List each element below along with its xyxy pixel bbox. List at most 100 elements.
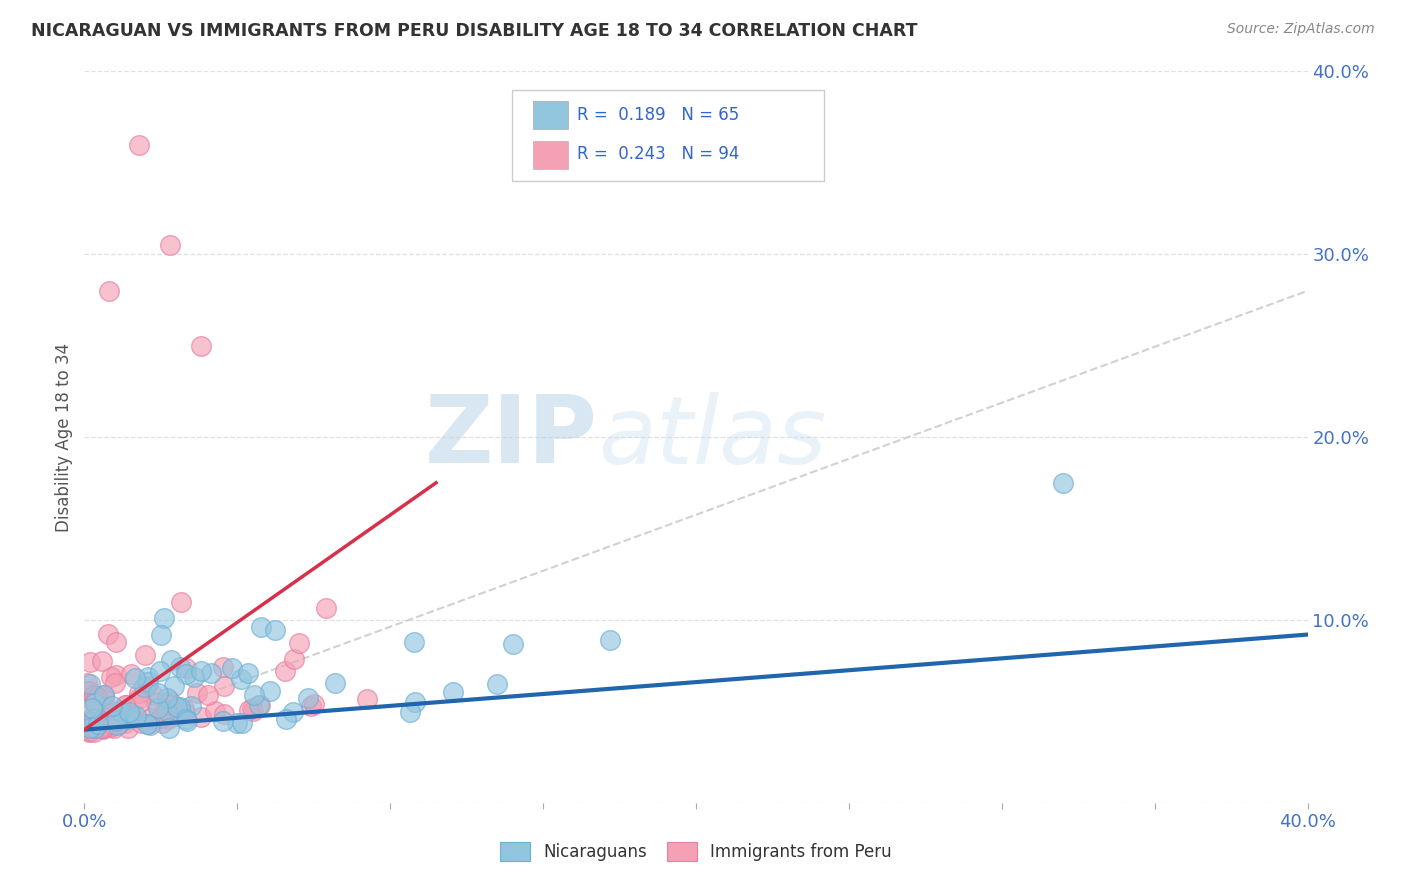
Point bbox=[114, 698, 136, 712]
Point bbox=[159, 238, 181, 252]
Point bbox=[79, 721, 101, 735]
Point bbox=[80, 701, 103, 715]
Point bbox=[89, 721, 111, 735]
FancyBboxPatch shape bbox=[533, 101, 568, 128]
Point bbox=[173, 702, 195, 716]
Point bbox=[128, 137, 150, 152]
Point bbox=[163, 680, 186, 694]
Point bbox=[221, 661, 243, 675]
Point bbox=[211, 714, 233, 728]
Point bbox=[91, 709, 114, 723]
Text: R =  0.243   N = 94: R = 0.243 N = 94 bbox=[578, 145, 740, 163]
Point bbox=[176, 667, 198, 681]
Point bbox=[174, 712, 197, 726]
Point bbox=[229, 673, 252, 687]
Point bbox=[231, 715, 253, 730]
Point bbox=[238, 703, 260, 717]
Point bbox=[190, 664, 212, 678]
Point bbox=[96, 699, 118, 714]
Point bbox=[176, 714, 198, 728]
Point bbox=[105, 718, 128, 732]
Point bbox=[120, 710, 142, 724]
Point bbox=[242, 704, 264, 718]
Point bbox=[197, 688, 219, 702]
Point bbox=[149, 628, 172, 642]
Point bbox=[101, 717, 124, 731]
Point bbox=[129, 715, 152, 730]
Point bbox=[152, 611, 174, 625]
Point bbox=[114, 698, 136, 712]
Point bbox=[136, 675, 159, 690]
Point bbox=[264, 623, 287, 637]
Point bbox=[173, 706, 195, 721]
Point bbox=[104, 675, 127, 690]
Point bbox=[93, 690, 115, 704]
Point bbox=[142, 688, 165, 702]
FancyBboxPatch shape bbox=[513, 90, 824, 181]
Point bbox=[243, 688, 266, 702]
Y-axis label: Disability Age 18 to 34: Disability Age 18 to 34 bbox=[55, 343, 73, 532]
Point bbox=[91, 714, 114, 728]
Point bbox=[159, 694, 181, 708]
Point bbox=[146, 701, 169, 715]
Point bbox=[204, 705, 226, 719]
Point bbox=[283, 652, 305, 666]
Point bbox=[288, 636, 311, 650]
Point bbox=[502, 637, 524, 651]
Point bbox=[77, 684, 100, 698]
Point bbox=[138, 670, 160, 684]
Point bbox=[250, 620, 273, 634]
Point bbox=[169, 594, 191, 608]
Point bbox=[249, 698, 271, 712]
Point bbox=[76, 676, 98, 690]
Point bbox=[153, 705, 176, 719]
Point bbox=[166, 699, 188, 714]
Point bbox=[79, 677, 101, 691]
Point bbox=[599, 632, 621, 647]
Point bbox=[281, 705, 304, 719]
Text: R =  0.189   N = 65: R = 0.189 N = 65 bbox=[578, 106, 740, 124]
Point bbox=[124, 671, 146, 685]
Point bbox=[356, 692, 378, 706]
Text: atlas: atlas bbox=[598, 392, 827, 483]
Point bbox=[315, 601, 337, 615]
Point bbox=[101, 718, 124, 732]
Point bbox=[238, 666, 260, 681]
Legend: Nicaraguans, Immigrants from Peru: Nicaraguans, Immigrants from Peru bbox=[494, 835, 898, 868]
Point bbox=[86, 717, 108, 731]
Point bbox=[83, 688, 105, 702]
Point bbox=[136, 717, 159, 731]
Point bbox=[273, 665, 295, 679]
Point bbox=[145, 696, 167, 710]
Point bbox=[104, 668, 127, 682]
Point bbox=[104, 714, 127, 728]
Point bbox=[117, 712, 139, 726]
Point bbox=[247, 698, 270, 712]
Point bbox=[134, 680, 156, 694]
Point bbox=[141, 710, 163, 724]
Point bbox=[103, 721, 125, 735]
Point bbox=[121, 707, 143, 722]
Point bbox=[97, 627, 120, 641]
Point bbox=[90, 719, 112, 733]
Point bbox=[299, 699, 322, 714]
Point bbox=[174, 661, 197, 675]
Point bbox=[135, 679, 157, 693]
Point bbox=[166, 709, 188, 723]
Point bbox=[127, 692, 149, 706]
Point bbox=[93, 688, 115, 702]
Point bbox=[190, 338, 212, 352]
Point bbox=[83, 721, 105, 735]
Point bbox=[76, 719, 98, 733]
Point bbox=[186, 686, 208, 700]
Point bbox=[77, 724, 100, 739]
Point bbox=[150, 710, 173, 724]
Point bbox=[225, 715, 247, 730]
Point bbox=[180, 698, 202, 713]
Point bbox=[98, 720, 121, 734]
Point bbox=[399, 705, 422, 719]
Point bbox=[76, 684, 98, 698]
Text: Source: ZipAtlas.com: Source: ZipAtlas.com bbox=[1227, 22, 1375, 37]
Text: ZIP: ZIP bbox=[425, 391, 598, 483]
Point bbox=[404, 695, 426, 709]
